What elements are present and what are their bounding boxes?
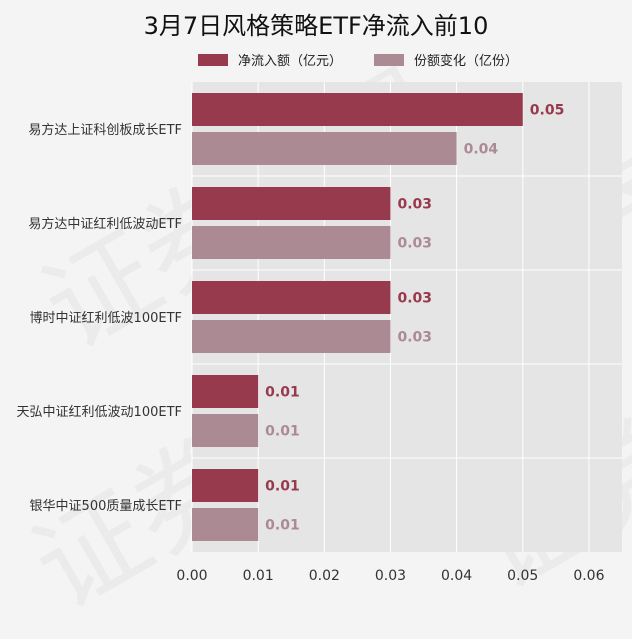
- y-category-label: 银华中证500质量成长ETF: [30, 499, 182, 514]
- bar-net-inflow: [192, 187, 391, 220]
- data-label-share-change: 0.03: [397, 236, 432, 252]
- bar-share-change: [192, 320, 391, 353]
- data-label-net-inflow: 0.03: [397, 197, 432, 213]
- bar-net-inflow: [192, 375, 259, 408]
- data-label-share-change: 0.01: [265, 518, 300, 534]
- x-tick-label: 0.00: [176, 568, 207, 584]
- data-label-share-change: 0.03: [397, 330, 432, 346]
- x-tick-label: 0.06: [573, 568, 604, 584]
- chart-title: 3月7日风格策略ETF净流入前10: [143, 12, 489, 40]
- legend-swatch-net-inflow: [198, 53, 228, 66]
- data-label-net-inflow: 0.01: [265, 385, 300, 401]
- legend-label-share-change: 份额变化（亿份）: [414, 54, 519, 69]
- bar-share-change: [192, 132, 457, 165]
- x-tick-label: 0.04: [441, 568, 472, 584]
- y-category-label: 博时中证红利低波100ETF: [30, 310, 182, 326]
- bar-net-inflow: [192, 93, 523, 126]
- data-label-share-change: 0.01: [265, 424, 300, 440]
- x-tick-label: 0.05: [507, 568, 538, 584]
- y-category-label: 易方达上证科创板成长ETF: [28, 122, 182, 138]
- bar-net-inflow: [192, 469, 259, 502]
- x-tick-label: 0.02: [309, 568, 340, 584]
- y-category-label: 易方达中证红利低波动ETF: [28, 216, 182, 232]
- bar-share-change: [192, 508, 259, 541]
- legend: 净流入额（亿元） 份额变化（亿份）: [0, 50, 632, 69]
- legend-item-share-change: 份额变化（亿份）: [374, 50, 518, 69]
- data-label-net-inflow: 0.03: [397, 291, 432, 307]
- x-tick-label: 0.03: [375, 568, 406, 584]
- chart-root: 证券之星 证券之星 证券之星 证券之星 3月7日风格策略ETF净流入前10 净流…: [0, 12, 632, 584]
- bar-share-change: [192, 226, 391, 259]
- y-category-label: 天弘中证红利低波动100ETF: [17, 404, 182, 420]
- bar-net-inflow: [192, 281, 391, 314]
- legend-label-net-inflow: 净流入额（亿元）: [238, 54, 343, 69]
- x-tick-label: 0.01: [243, 568, 274, 584]
- legend-item-net-inflow: 净流入额（亿元）: [198, 50, 342, 69]
- legend-swatch-share-change: [374, 53, 404, 66]
- data-label-net-inflow: 0.05: [530, 103, 565, 119]
- plot-area: 0.00 0.01 0.02 0.03 0.04 0.05 0.06 易方达上证科创板成长ET…: [17, 82, 622, 584]
- data-label-net-inflow: 0.01: [265, 479, 300, 495]
- data-label-share-change: 0.04: [464, 142, 499, 158]
- bar-share-change: [192, 414, 259, 447]
